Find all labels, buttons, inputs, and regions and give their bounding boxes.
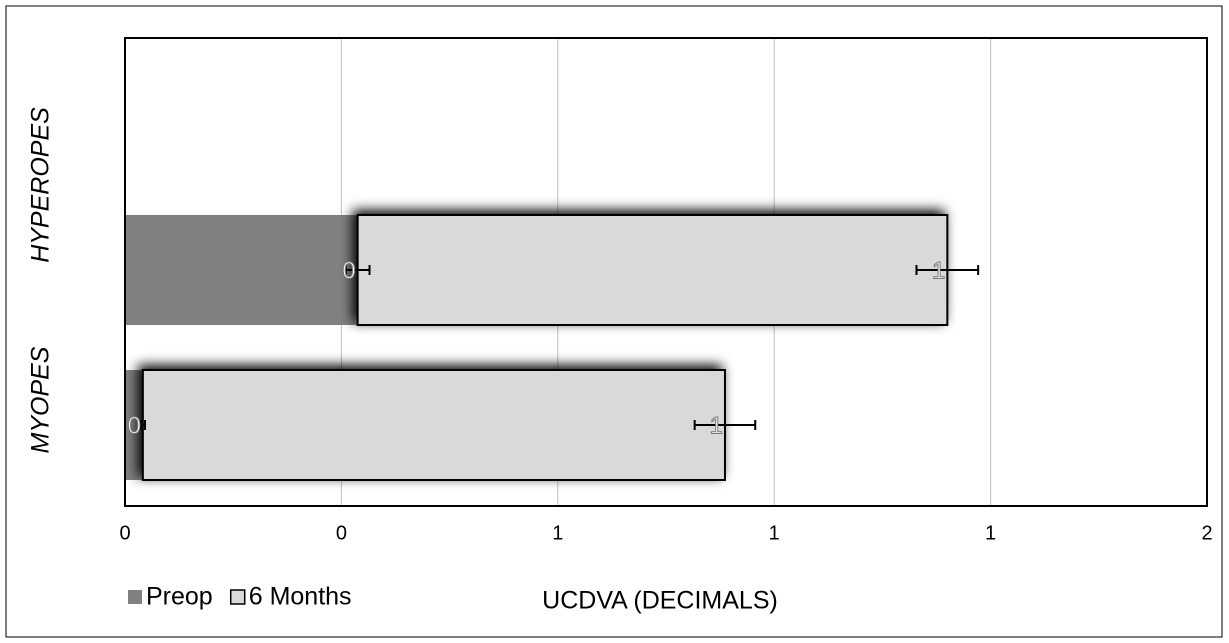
x-tick-label: 1 bbox=[769, 522, 780, 544]
bar-segment bbox=[125, 370, 143, 480]
bar-segment bbox=[356, 214, 949, 326]
bar-segment bbox=[141, 369, 726, 481]
x-tick-label: 1 bbox=[552, 522, 563, 544]
x-tick-label: 1 bbox=[985, 522, 996, 544]
legend-swatch bbox=[229, 589, 246, 605]
data-label: 0 bbox=[127, 412, 140, 439]
x-tick-label: 0 bbox=[336, 522, 347, 544]
x-axis-title: UCDVA (DECIMALS) bbox=[542, 587, 778, 615]
data-label: 1 bbox=[710, 412, 723, 439]
plot-border bbox=[124, 37, 1208, 507]
bar-segment bbox=[125, 215, 358, 325]
x-tick-label: 2 bbox=[1201, 522, 1212, 544]
legend-label: 6 Months bbox=[249, 583, 352, 611]
error-bar bbox=[139, 420, 147, 430]
bars: 0 1 0 1 bbox=[125, 214, 980, 481]
y-tick-label: HYPEROPES bbox=[27, 107, 55, 263]
y-tick-label: MYOPES bbox=[27, 346, 55, 453]
data-label: 0 bbox=[342, 257, 355, 284]
legend-label: Preop bbox=[146, 583, 213, 611]
error-bar bbox=[344, 265, 371, 275]
error-bar bbox=[693, 420, 757, 430]
x-tick-label: 0 bbox=[119, 522, 130, 544]
error-bar bbox=[915, 265, 980, 275]
data-label: 1 bbox=[932, 257, 945, 284]
legend-swatch bbox=[128, 590, 142, 604]
